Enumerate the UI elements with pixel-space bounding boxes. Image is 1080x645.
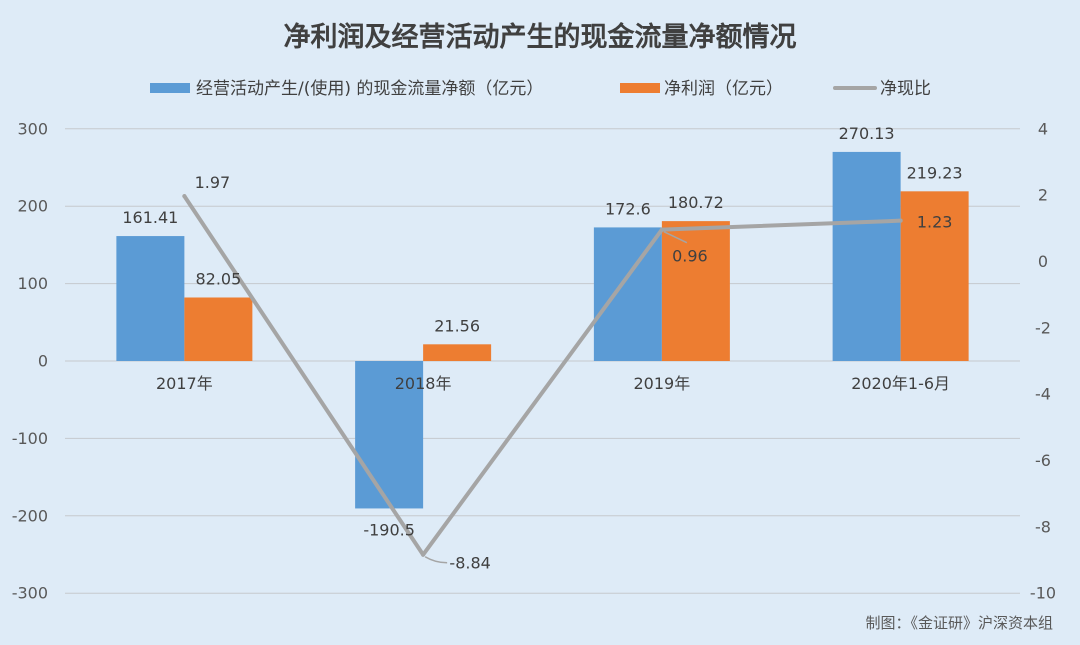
bar-net-profit-2 — [661, 221, 730, 361]
data-labels: 161.41 -190.5 172.6 270.13 82.05 21.56 180.72 2… — [122, 124, 962, 573]
line-point-0 — [182, 194, 187, 199]
y-right-tick-label: -8 — [1035, 517, 1051, 536]
y-right-tick-label: 2 — [1038, 186, 1048, 205]
bar-net-profit-0 — [184, 297, 253, 361]
y-left-tick-label: 200 — [17, 197, 48, 216]
bar-cash-flow-1 — [355, 361, 424, 509]
chart-title: 净利润及经营活动产生的现金流量净额情况 — [284, 21, 797, 53]
legend-label-net-profit: 净利润（亿元） — [664, 79, 783, 99]
data-label-leader-line — [663, 230, 688, 244]
y-left-tick-label: 0 — [38, 352, 48, 371]
data-label-cash-flow: 172.6 — [605, 199, 651, 218]
x-category-label: 2020年1-6月 — [851, 374, 950, 393]
data-label-leader-line — [424, 556, 448, 564]
y-left-tick-label: -300 — [12, 584, 48, 603]
x-axis-categories: 2017年 2018年 2019年 2020年1-6月 — [156, 374, 950, 393]
bar-cash-flow-2 — [593, 227, 662, 361]
bar-net-profit-3 — [900, 191, 969, 361]
data-label-cash-flow: -190.5 — [363, 520, 415, 539]
net-cash-ratio-line — [182, 194, 903, 557]
y-right-tick-label: -6 — [1035, 451, 1051, 470]
y-left-tick-label: 100 — [17, 274, 48, 293]
y-left-tick-label: -200 — [12, 506, 48, 525]
legend-item-net-profit: 净利润（亿元） — [620, 79, 783, 99]
x-category-label: 2018年 — [395, 374, 452, 393]
y-left-tick-label: 300 — [17, 119, 48, 138]
legend-swatch-net-profit — [620, 83, 660, 93]
legend-swatch-cash-flow — [150, 83, 190, 93]
bars — [116, 151, 969, 509]
x-category-label: 2017年 — [156, 374, 213, 393]
data-label-cash-flow: 270.13 — [839, 124, 895, 143]
data-label-net-cash-ratio: 1.23 — [917, 213, 953, 232]
legend-label-cash-flow: 经营活动产生/(使用) 的现金流量净额（亿元） — [196, 78, 543, 99]
y-right-tick-label: 0 — [1038, 252, 1048, 271]
y-right-tick-label: -4 — [1035, 385, 1051, 404]
line-point-3 — [898, 218, 903, 223]
net-cash-ratio-series — [182, 194, 903, 557]
bar-cash-flow-3 — [832, 151, 901, 361]
bar-cash-flow-0 — [116, 236, 185, 361]
legend-label-net-cash-ratio: 净现比 — [880, 79, 931, 99]
data-label-net-cash-ratio: 1.97 — [195, 173, 231, 192]
data-label-cash-flow: 161.41 — [122, 208, 178, 227]
y-right-tick-label: -2 — [1035, 318, 1051, 337]
data-label-net-profit: 219.23 — [907, 163, 963, 182]
legend-item-cash-flow: 经营活动产生/(使用) 的现金流量净额（亿元） — [150, 78, 543, 99]
y-right-tick-label: 4 — [1038, 119, 1048, 138]
y-left-tick-label: -100 — [12, 429, 48, 448]
line-point-2 — [659, 227, 664, 232]
line-point-1 — [421, 552, 426, 557]
legend-item-net-cash-ratio: 净现比 — [833, 79, 931, 99]
y-right-tick-label: -10 — [1030, 584, 1056, 603]
y-axis-right: 4 2 0 -2 -4 -6 -8 -10 — [1030, 119, 1056, 602]
data-label-net-cash-ratio: -8.84 — [449, 554, 490, 573]
x-category-label: 2019年 — [634, 374, 691, 393]
legend: 经营活动产生/(使用) 的现金流量净额（亿元） 净利润（亿元） 净现比 — [150, 78, 931, 99]
data-label-net-profit: 82.05 — [195, 269, 241, 288]
chart-credit: 制图：《金证研》沪深资本组 — [865, 614, 1053, 632]
data-label-net-profit: 21.56 — [434, 316, 480, 335]
bar-net-profit-1 — [423, 344, 492, 361]
y-axis-left: 300 200 100 0 -100 -200 -300 — [12, 119, 48, 602]
data-label-net-cash-ratio: 0.96 — [672, 247, 708, 266]
data-label-net-profit: 180.72 — [668, 193, 724, 212]
